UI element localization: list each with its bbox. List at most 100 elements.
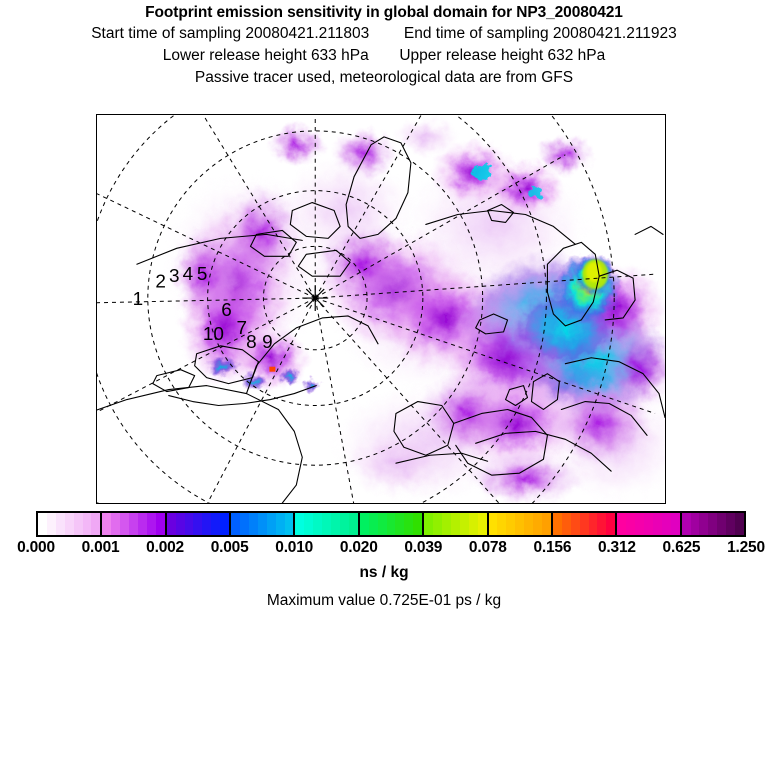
colorbar-step [304,513,314,535]
colorbar-step [652,513,662,535]
upper-release-height-label: Upper release height 632 hPa [399,47,606,64]
colorbar-step [211,513,221,535]
colorbar-segment-4 [295,513,360,535]
colorbar-segment-10 [681,513,744,535]
start-time-label: Start time of sampling 20080421.211803 [91,25,370,42]
colorbar-step [488,513,498,535]
colorbar-step [220,513,230,535]
colorbar-step [597,513,607,535]
colorbar-step [146,513,156,535]
colorbar-step [497,513,507,535]
plume-west-core [205,355,322,393]
colorbar-tick-3: 0.005 [210,539,249,556]
colorbar-step [561,513,571,535]
colorbar-step [313,513,323,535]
colorbar-step [295,513,305,535]
colorbar-segment-3 [231,513,296,535]
colorbar-step [266,513,276,535]
contour-label-4: 4 [183,264,194,285]
contour-label-10: 10 [203,324,224,345]
colorbar-step [681,513,691,535]
colorbar-step [359,513,369,535]
colorbar-step [73,513,83,535]
colorbar-tick-5: 0.020 [339,539,378,556]
colorbar-segment-5 [359,513,425,535]
colorbar-step [477,513,487,535]
colorbar-step [626,513,636,535]
contour-label-9: 9 [262,332,273,353]
colorbar-segment-9 [617,513,682,535]
colorbar-step [91,513,101,535]
colorbar-step [231,513,240,535]
colorbar-step [670,513,680,535]
page-title: Footprint emission sensitivity in global… [145,4,623,21]
sampling-time-row: Start time of sampling 20080421.211803 E… [0,23,768,45]
colorbar-step [717,513,727,535]
colorbar-step [433,513,442,535]
lower-release-height-label: Lower release height 633 hPa [162,47,369,64]
colorbar-step [175,513,185,535]
colorbar-step [515,513,525,535]
plume-east-peak [582,259,609,290]
colorbar-tick-1: 0.001 [81,539,120,556]
colorbar-step [102,513,112,535]
colorbar-tick-9: 0.312 [598,539,636,556]
colorbar-step [579,513,589,535]
colorbar-step [248,513,258,535]
colorbar-step [64,513,74,535]
colorbar[interactable] [36,511,746,537]
maximum-value-label: Maximum value 0.725E-01 ps / kg [266,592,502,609]
end-time-label: End time of sampling 20080421.211923 [403,25,677,42]
colorbar-step [257,513,267,535]
tracer-meteorology-label: Passive tracer used, meteorological data… [194,69,574,86]
colorbar-step [606,513,616,535]
colorbar-segment-7 [488,513,553,535]
colorbar-step [239,513,249,535]
colorbar-step [120,513,130,535]
colorbar-step [82,513,92,535]
colorbar-step [552,513,562,535]
contour-label-group: 12 3 4 56 10 78 9 [133,264,273,353]
colorbar-segment-1 [102,513,167,535]
colorbar-step [46,513,56,535]
footprint-map: 12 3 4 56 10 78 9 [97,115,665,503]
colorbar-step [284,513,294,535]
contour-label-8: 8 [246,332,257,353]
colorbar-step [541,513,551,535]
colorbar-step [275,513,285,535]
coastlines [97,136,665,503]
contour-label-1: 1 [133,289,144,310]
colorbar-step [129,513,138,535]
colorbar-step [735,513,744,535]
colorbar-tick-2: 0.002 [146,539,184,556]
colorbar-step [111,513,121,535]
contour-label-3: 3 [169,266,180,287]
colorbar-segment-2 [166,513,232,535]
colorbar-step [395,513,405,535]
colorbar-tick-10: 0.625 [662,539,701,556]
colorbar-step [184,513,194,535]
colorbar-tick-labels: 0.000 0.001 0.002 0.005 0.010 0.020 0.039 0.078… [0,539,768,559]
colorbar-tick-7: 0.078 [468,539,507,556]
colorbar-step [533,513,542,535]
colorbar-step [348,513,358,535]
colorbar-step [202,513,212,535]
colorbar-step [377,513,387,535]
colorbar-step [643,513,653,535]
colorbar-step [331,513,340,535]
map-panel: 1 2 3 4 5 6 10 7 8 9 [96,114,666,504]
colorbar-tick-4: 0.010 [275,539,314,556]
colorbar-step [55,513,65,535]
colorbar-step [699,513,709,535]
contour-label-7: 7 [237,318,248,339]
colorbar-step [468,513,478,535]
colorbar-step [322,513,332,535]
release-pole-marker [302,285,329,311]
colorbar-container [36,511,746,537]
colorbar-step [413,513,423,535]
colorbar-segment-8 [552,513,618,535]
colorbar-step [708,513,718,535]
colorbar-step [459,513,469,535]
colorbar-step [424,513,434,535]
colorbar-step [339,513,349,535]
